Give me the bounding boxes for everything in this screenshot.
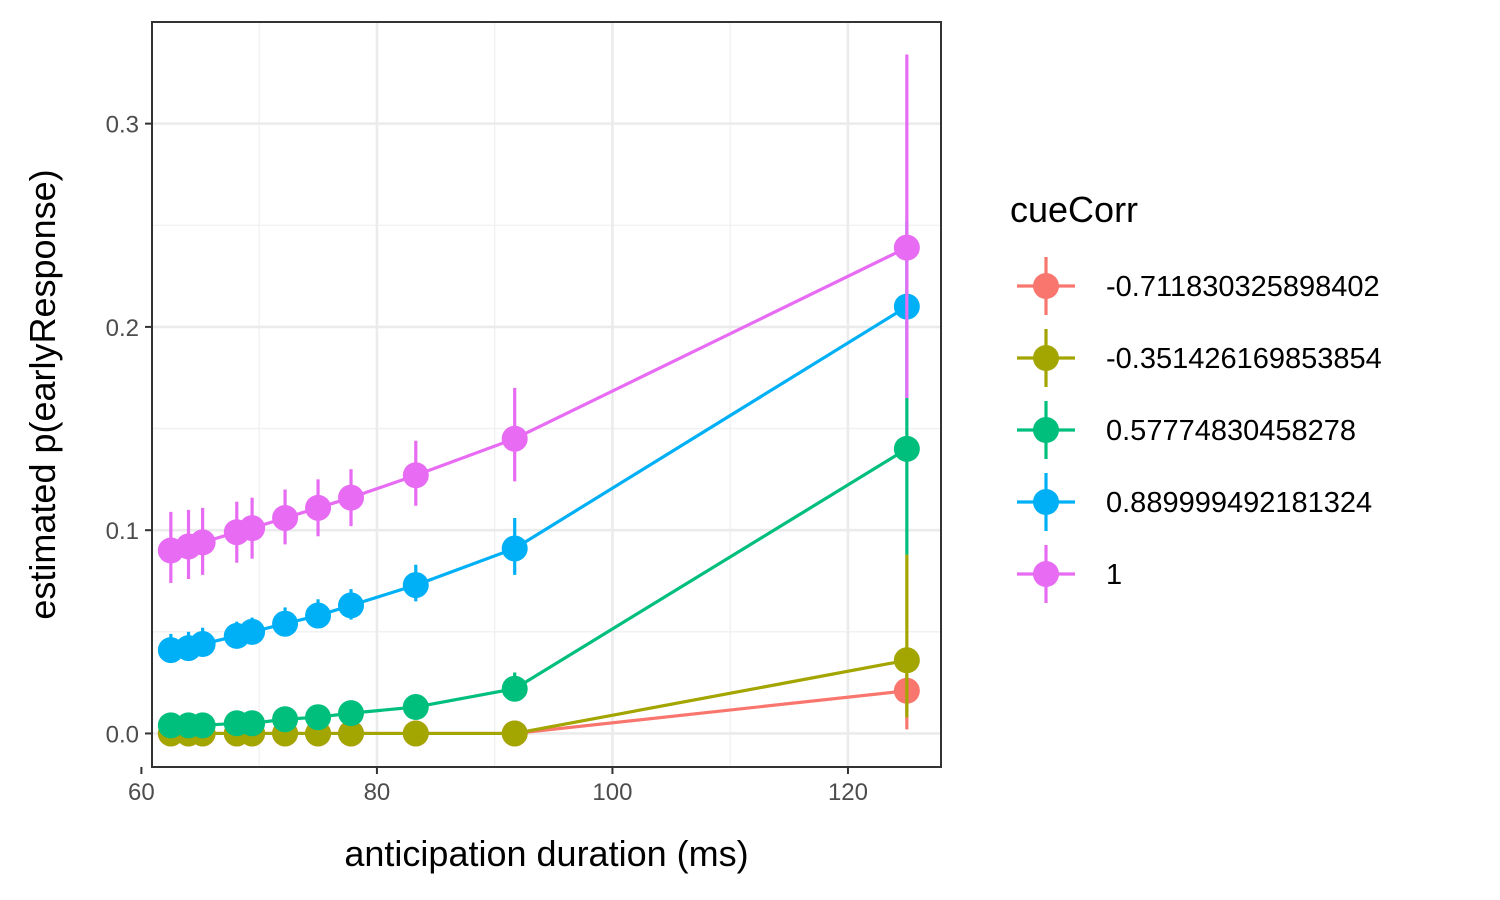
series-2 [157,398,920,739]
data-series [157,54,920,747]
data-point [239,710,266,737]
panel-frame [151,21,942,768]
data-point [501,720,528,747]
data-point [402,694,429,721]
series-4 [157,54,920,584]
data-point [272,504,299,531]
legend-item-1: -0.351426169853854 [1017,329,1382,387]
data-point [501,675,528,702]
data-point [893,234,920,261]
data-point [272,706,299,733]
data-point [189,712,216,739]
x-tick-label: 60 [128,779,155,806]
data-point [402,720,429,747]
data-point [305,602,332,629]
x-tick-label: 120 [828,779,868,806]
data-point [239,515,266,542]
data-point [501,535,528,562]
data-point [239,618,266,645]
x-axis-title: anticipation duration (ms) [344,833,748,874]
legend-key-point [1033,417,1059,443]
legend-item-2: 0.57774830458278 [1017,401,1356,459]
data-point [402,572,429,599]
legend-label: 1 [1106,559,1122,591]
data-point [272,610,299,637]
legend-item-4: 1 [1017,545,1122,603]
legend-key-point [1033,345,1059,371]
data-point [338,484,365,511]
data-point [338,592,365,619]
data-point [338,700,365,727]
data-point [189,529,216,556]
panel-background [152,22,941,767]
data-point [338,720,365,747]
y-axis-title: estimated p(earlyResponse) [22,169,63,619]
y-tick-label: 0.2 [106,315,139,342]
legend-label: -0.351426169853854 [1106,343,1382,375]
y-tick-label: 0.1 [106,518,139,545]
data-point [501,425,528,452]
y-tick-label: 0.0 [106,721,139,748]
x-tick-label: 100 [592,779,632,806]
x-tick-label: 80 [364,779,391,806]
legend: cueCorr -0.711830325898402 -0.351426169853… [1010,189,1382,603]
legend-label: -0.711830325898402 [1106,271,1380,303]
data-point [305,704,332,731]
axes: 60 80 100 120 0.0 0.1 0.2 0.3 anticipation durat… [22,112,868,874]
data-point [402,462,429,489]
legend-title: cueCorr [1010,189,1138,230]
data-point [305,494,332,521]
legend-key-point [1033,489,1059,515]
data-point [189,631,216,658]
data-point [893,435,920,462]
legend-key-point [1033,561,1059,587]
y-tick-label: 0.3 [106,112,139,139]
legend-key-point [1033,273,1059,299]
plot-panel [152,22,941,767]
legend-item-0: -0.711830325898402 [1017,257,1380,315]
data-point [893,647,920,674]
legend-label: 0.57774830458278 [1106,415,1356,447]
legend-label: 0.889999492181324 [1106,487,1372,519]
panel-border [151,21,942,768]
legend-item-3: 0.889999492181324 [1017,473,1372,531]
